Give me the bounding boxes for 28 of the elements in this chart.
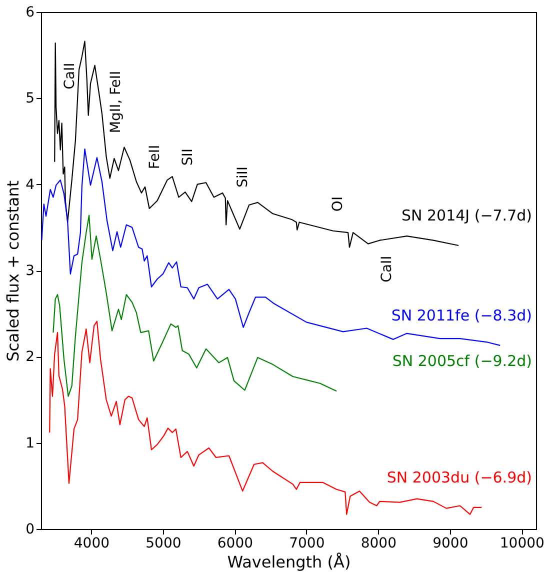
line-series [52, 214, 338, 397]
y-tick-label: 2 [26, 349, 34, 366]
annotation: SiII [235, 166, 251, 188]
text: SN 2005cf (−9.2d) [392, 352, 532, 370]
annotation: MgII, FeII [108, 70, 124, 134]
x-tick-label: 6000 [217, 536, 254, 552]
x-tick-label: 4000 [74, 536, 110, 552]
x-tick-label: 8000 [360, 536, 396, 552]
annotation: FeII [147, 144, 163, 170]
x-axis-title: Wavelength (Å) [227, 552, 351, 572]
series-label: SN 2014J (−7.7d) [401, 206, 532, 225]
y-tick-label: 4 [26, 176, 35, 193]
x-tick-label: 9000 [432, 536, 468, 552]
annotation: OI [330, 196, 346, 212]
x-tick-label: 10000 [500, 536, 544, 552]
y-tick-label: 0 [26, 522, 34, 538]
annotation: CaII [379, 256, 395, 282]
series-label: SN 2011fe (−8.3d) [391, 306, 532, 324]
y-tick-label: 6 [26, 4, 35, 20]
annotation: CaII [62, 62, 78, 90]
x-tick-label: 7000 [289, 536, 325, 552]
y-axis-title: Scaled flux + constant [4, 180, 23, 362]
y-tick-label: 3 [26, 263, 34, 279]
annotation: SII [180, 148, 196, 166]
y-tick-label: 1 [26, 435, 34, 452]
x-tick-label: 5000 [146, 536, 182, 552]
series-label: SN 2003du (−6.9d) [386, 468, 532, 486]
y-tick-label: 5 [26, 90, 34, 107]
